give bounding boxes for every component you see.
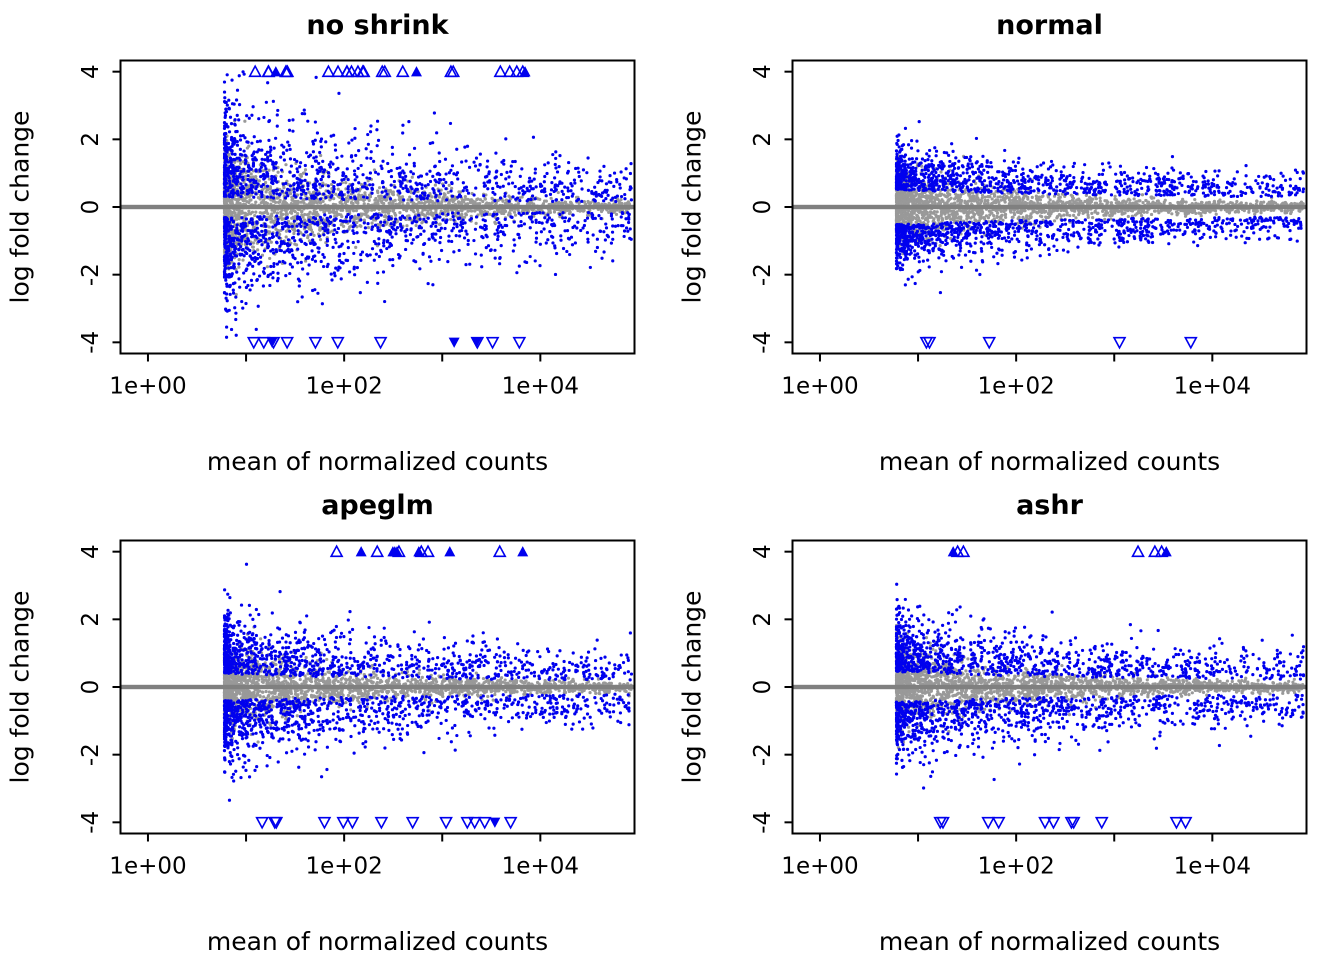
x-axis-label: mean of normalized counts (878, 927, 1221, 956)
ma-panel-normal: normal log fold change mean of normalize… (672, 0, 1344, 480)
panel-title-normal: normal (996, 10, 1103, 41)
ma-panel-ashr: ashr log fold change mean of normalized … (672, 480, 1344, 960)
panel-title-no-shrink: no shrink (306, 10, 449, 41)
plot-canvas-ashr (672, 480, 1344, 960)
y-axis-label: log fold change (677, 590, 707, 784)
plot-canvas-apeglm (0, 480, 672, 960)
ma-panel-apeglm: apeglm log fold change mean of normalize… (0, 480, 672, 960)
x-axis-label: mean of normalized counts (206, 447, 549, 476)
plot-canvas-no-shrink (0, 0, 672, 480)
y-axis-label: log fold change (5, 110, 35, 304)
y-axis-label: log fold change (5, 590, 35, 784)
panel-title-apeglm: apeglm (321, 490, 434, 521)
x-axis-label: mean of normalized counts (206, 927, 549, 956)
plot-canvas-normal (672, 0, 1344, 480)
x-axis-label: mean of normalized counts (878, 447, 1221, 476)
y-axis-label: log fold change (677, 110, 707, 304)
ma-panel-no-shrink: no shrink log fold change mean of normal… (0, 0, 672, 480)
panel-title-ashr: ashr (1016, 490, 1083, 521)
